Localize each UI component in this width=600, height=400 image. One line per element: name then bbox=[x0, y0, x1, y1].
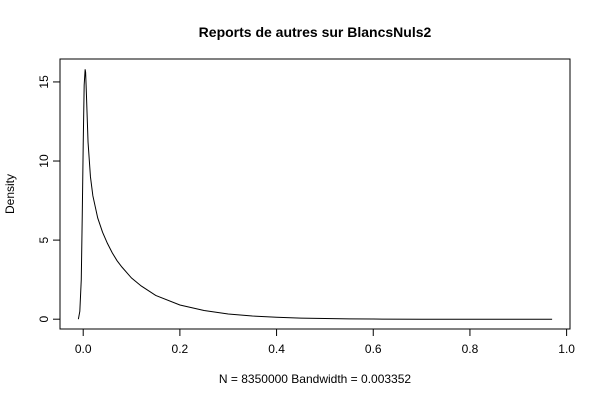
y-tick-label: 5 bbox=[37, 236, 51, 243]
plot-frame bbox=[59, 58, 571, 330]
x-tick-label: 0.0 bbox=[75, 342, 92, 356]
x-tick-label: 1.0 bbox=[558, 342, 575, 356]
y-axis-label: Density bbox=[3, 174, 17, 214]
x-axis-label: N = 8350000 Bandwidth = 0.003352 bbox=[219, 372, 411, 386]
x-tick-label: 0.6 bbox=[365, 342, 382, 356]
chart-title: Reports de autres sur BlancsNuls2 bbox=[199, 24, 432, 40]
y-tick-label: 10 bbox=[37, 154, 51, 168]
y-tick-label: 0 bbox=[37, 316, 51, 323]
y-tick-label: 15 bbox=[37, 75, 51, 89]
x-tick-label: 0.2 bbox=[172, 342, 189, 356]
x-tick-label: 0.8 bbox=[462, 342, 479, 356]
x-axis: 0.0 0.2 0.4 0.6 0.8 1.0 bbox=[75, 328, 575, 356]
y-axis: 0 5 10 15 bbox=[37, 75, 61, 323]
density-curve bbox=[77, 69, 553, 320]
x-tick-label: 0.4 bbox=[268, 342, 285, 356]
